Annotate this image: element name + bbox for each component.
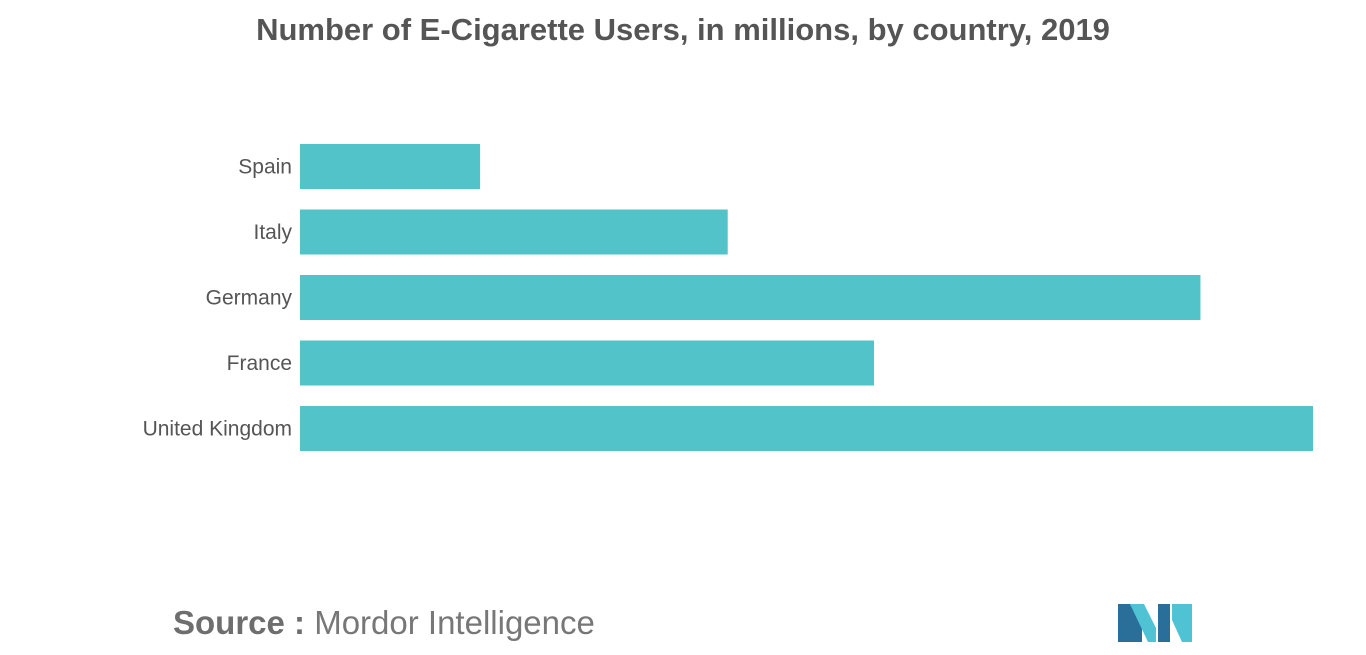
category-label-germany: Germany: [206, 287, 293, 310]
mordor-logo-icon: [1118, 604, 1192, 642]
bar-italy: [300, 209, 728, 255]
category-label-united-kingdom: United Kingdom: [143, 418, 292, 441]
bar-spain: [300, 144, 481, 189]
source-name: Mordor Intelligence: [314, 604, 595, 641]
category-label-italy: Italy: [253, 221, 292, 244]
source-prefix: Source :: [173, 604, 306, 641]
category-label-spain: Spain: [238, 156, 292, 179]
bar-germany: [300, 275, 1201, 320]
chart-title: Number of E-Cigarette Users, in millions…: [256, 12, 1110, 47]
bar-united-kingdom: [300, 406, 1313, 451]
bar-france: [300, 340, 875, 386]
source-note: Source : Mordor Intelligence: [173, 604, 595, 642]
category-labels: Spain Italy Germany France United Kingdom: [143, 156, 293, 441]
bars-group: [300, 144, 1313, 451]
category-label-france: France: [227, 352, 292, 375]
